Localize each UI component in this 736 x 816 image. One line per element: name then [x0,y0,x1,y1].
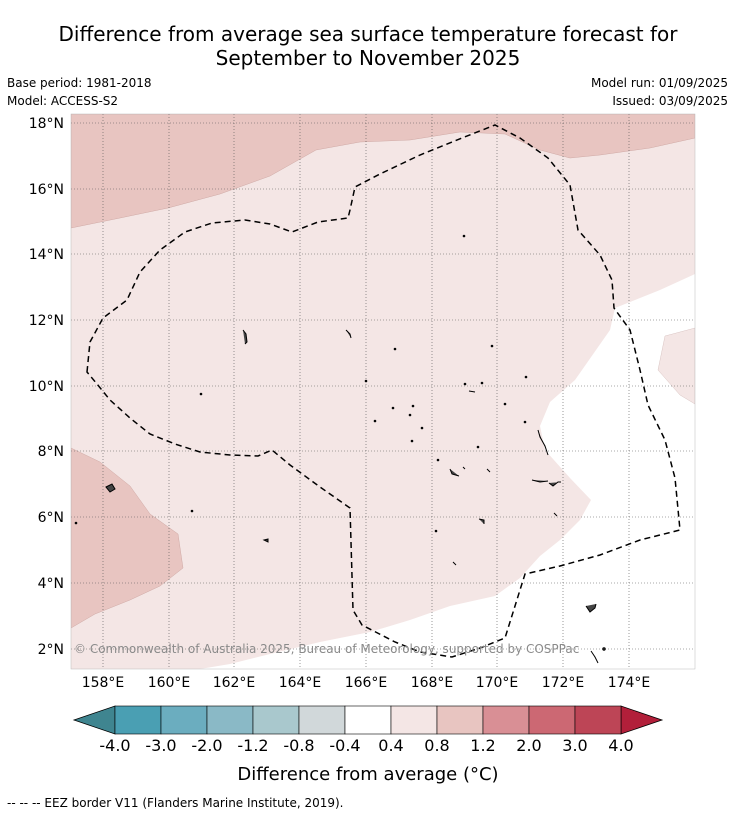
colorbar-extend-high [620,705,664,735]
lat-label: 12°N [29,313,64,329]
colorbar-title: Difference from average (°C) [237,764,498,785]
lon-label: 164°E [279,675,322,691]
colorbar-segment [160,705,208,735]
lat-label: 18°N [29,116,64,132]
lon-label: 172°E [542,675,585,691]
colorbar-tick-labels: -4.0 -3.0 -2.0 -1.2 -0.8 -0.4 0.4 0.8 1.2 2.0 3.0 4… [99,736,633,755]
colorbar-tick-label: 2.0 [516,736,541,755]
lon-label: 160°E [148,675,191,691]
map-frame [70,113,696,670]
colorbar-segment [482,705,530,735]
colorbar-segment [344,705,392,735]
colorbar-tick-label: 1.2 [470,736,495,755]
lon-label: 166°E [345,675,388,691]
colorbar-segments [114,705,622,735]
longitude-labels: 158°E 160°E 162°E 164°E 166°E 168°E 170°… [82,675,651,691]
colorbar-segment [298,705,346,735]
colorbar-tick-label: 3.0 [562,736,587,755]
lon-label: 174°E [608,675,651,691]
model-run: Model run: 01/09/2025 [590,76,728,90]
lon-label: 168°E [411,675,454,691]
colorbar-segment [390,705,438,735]
colorbar-segment [252,705,300,735]
colorbar-tick-label: -0.8 [283,736,314,755]
lon-label: 162°E [213,675,256,691]
lat-label: 14°N [29,247,64,263]
anomaly-region-light-east [657,327,695,405]
colorbar-tick-label: -3.0 [145,736,176,755]
issued-date: Issued: 03/09/2025 [612,94,728,108]
lat-label: 10°N [29,379,64,395]
colorbar-extend-low [72,705,116,735]
eez-legend-footnote: -- -- -- EEZ border V11 (Flanders Marine… [7,796,344,810]
colorbar-tick-label: -0.4 [329,736,360,755]
colorbar-tick-label: -2.0 [191,736,222,755]
meta-left: Base period: 1981-2018 Model: ACCESS-S2 [7,74,152,110]
colorbar-tick-label: -1.2 [237,736,268,755]
eez-border [86,124,681,658]
map-title: Difference from average sea surface temp… [0,22,736,70]
islands [74,234,606,664]
base-period: Base period: 1981-2018 [7,76,152,90]
anomaly-region-white-east [200,274,695,669]
lat-label: 8°N [38,444,64,460]
title-line-1: Difference from average sea surface temp… [58,22,678,46]
copyright-text: © Commonwealth of Australia 2025, Bureau… [74,642,579,656]
lat-label: 4°N [38,576,64,592]
map-area [71,114,695,669]
colorbar-tick-label: 0.8 [424,736,449,755]
latitude-labels: 18°N 16°N 14°N 12°N 10°N 8°N 6°N 4°N 2°N [29,116,64,658]
lat-label: 16°N [29,182,64,198]
lon-label: 170°E [476,675,519,691]
grid-lines [71,114,695,669]
colorbar-segment [114,705,162,735]
anomaly-region-medium-north [71,114,695,229]
colorbar-tick-label: -4.0 [99,736,130,755]
lat-label: 6°N [38,510,64,526]
lat-label: 2°N [38,642,64,658]
title-line-2: September to November 2025 [215,46,521,70]
colorbar-segment [574,705,622,735]
colorbar-segment [528,705,576,735]
model-name: Model: ACCESS-S2 [7,94,119,108]
meta-right: Model run: 01/09/2025 Issued: 03/09/2025 [591,74,728,110]
colorbar-tick-label: 4.0 [608,736,633,755]
colorbar: -4.0 -3.0 -2.0 -1.2 -0.8 -0.4 0.4 0.8 1.2 2.0 3.0 4… [72,705,664,785]
colorbar-tick-label: 0.4 [378,736,403,755]
colorbar-segment [436,705,484,735]
lon-label: 158°E [82,675,125,691]
colorbar-segment [206,705,254,735]
